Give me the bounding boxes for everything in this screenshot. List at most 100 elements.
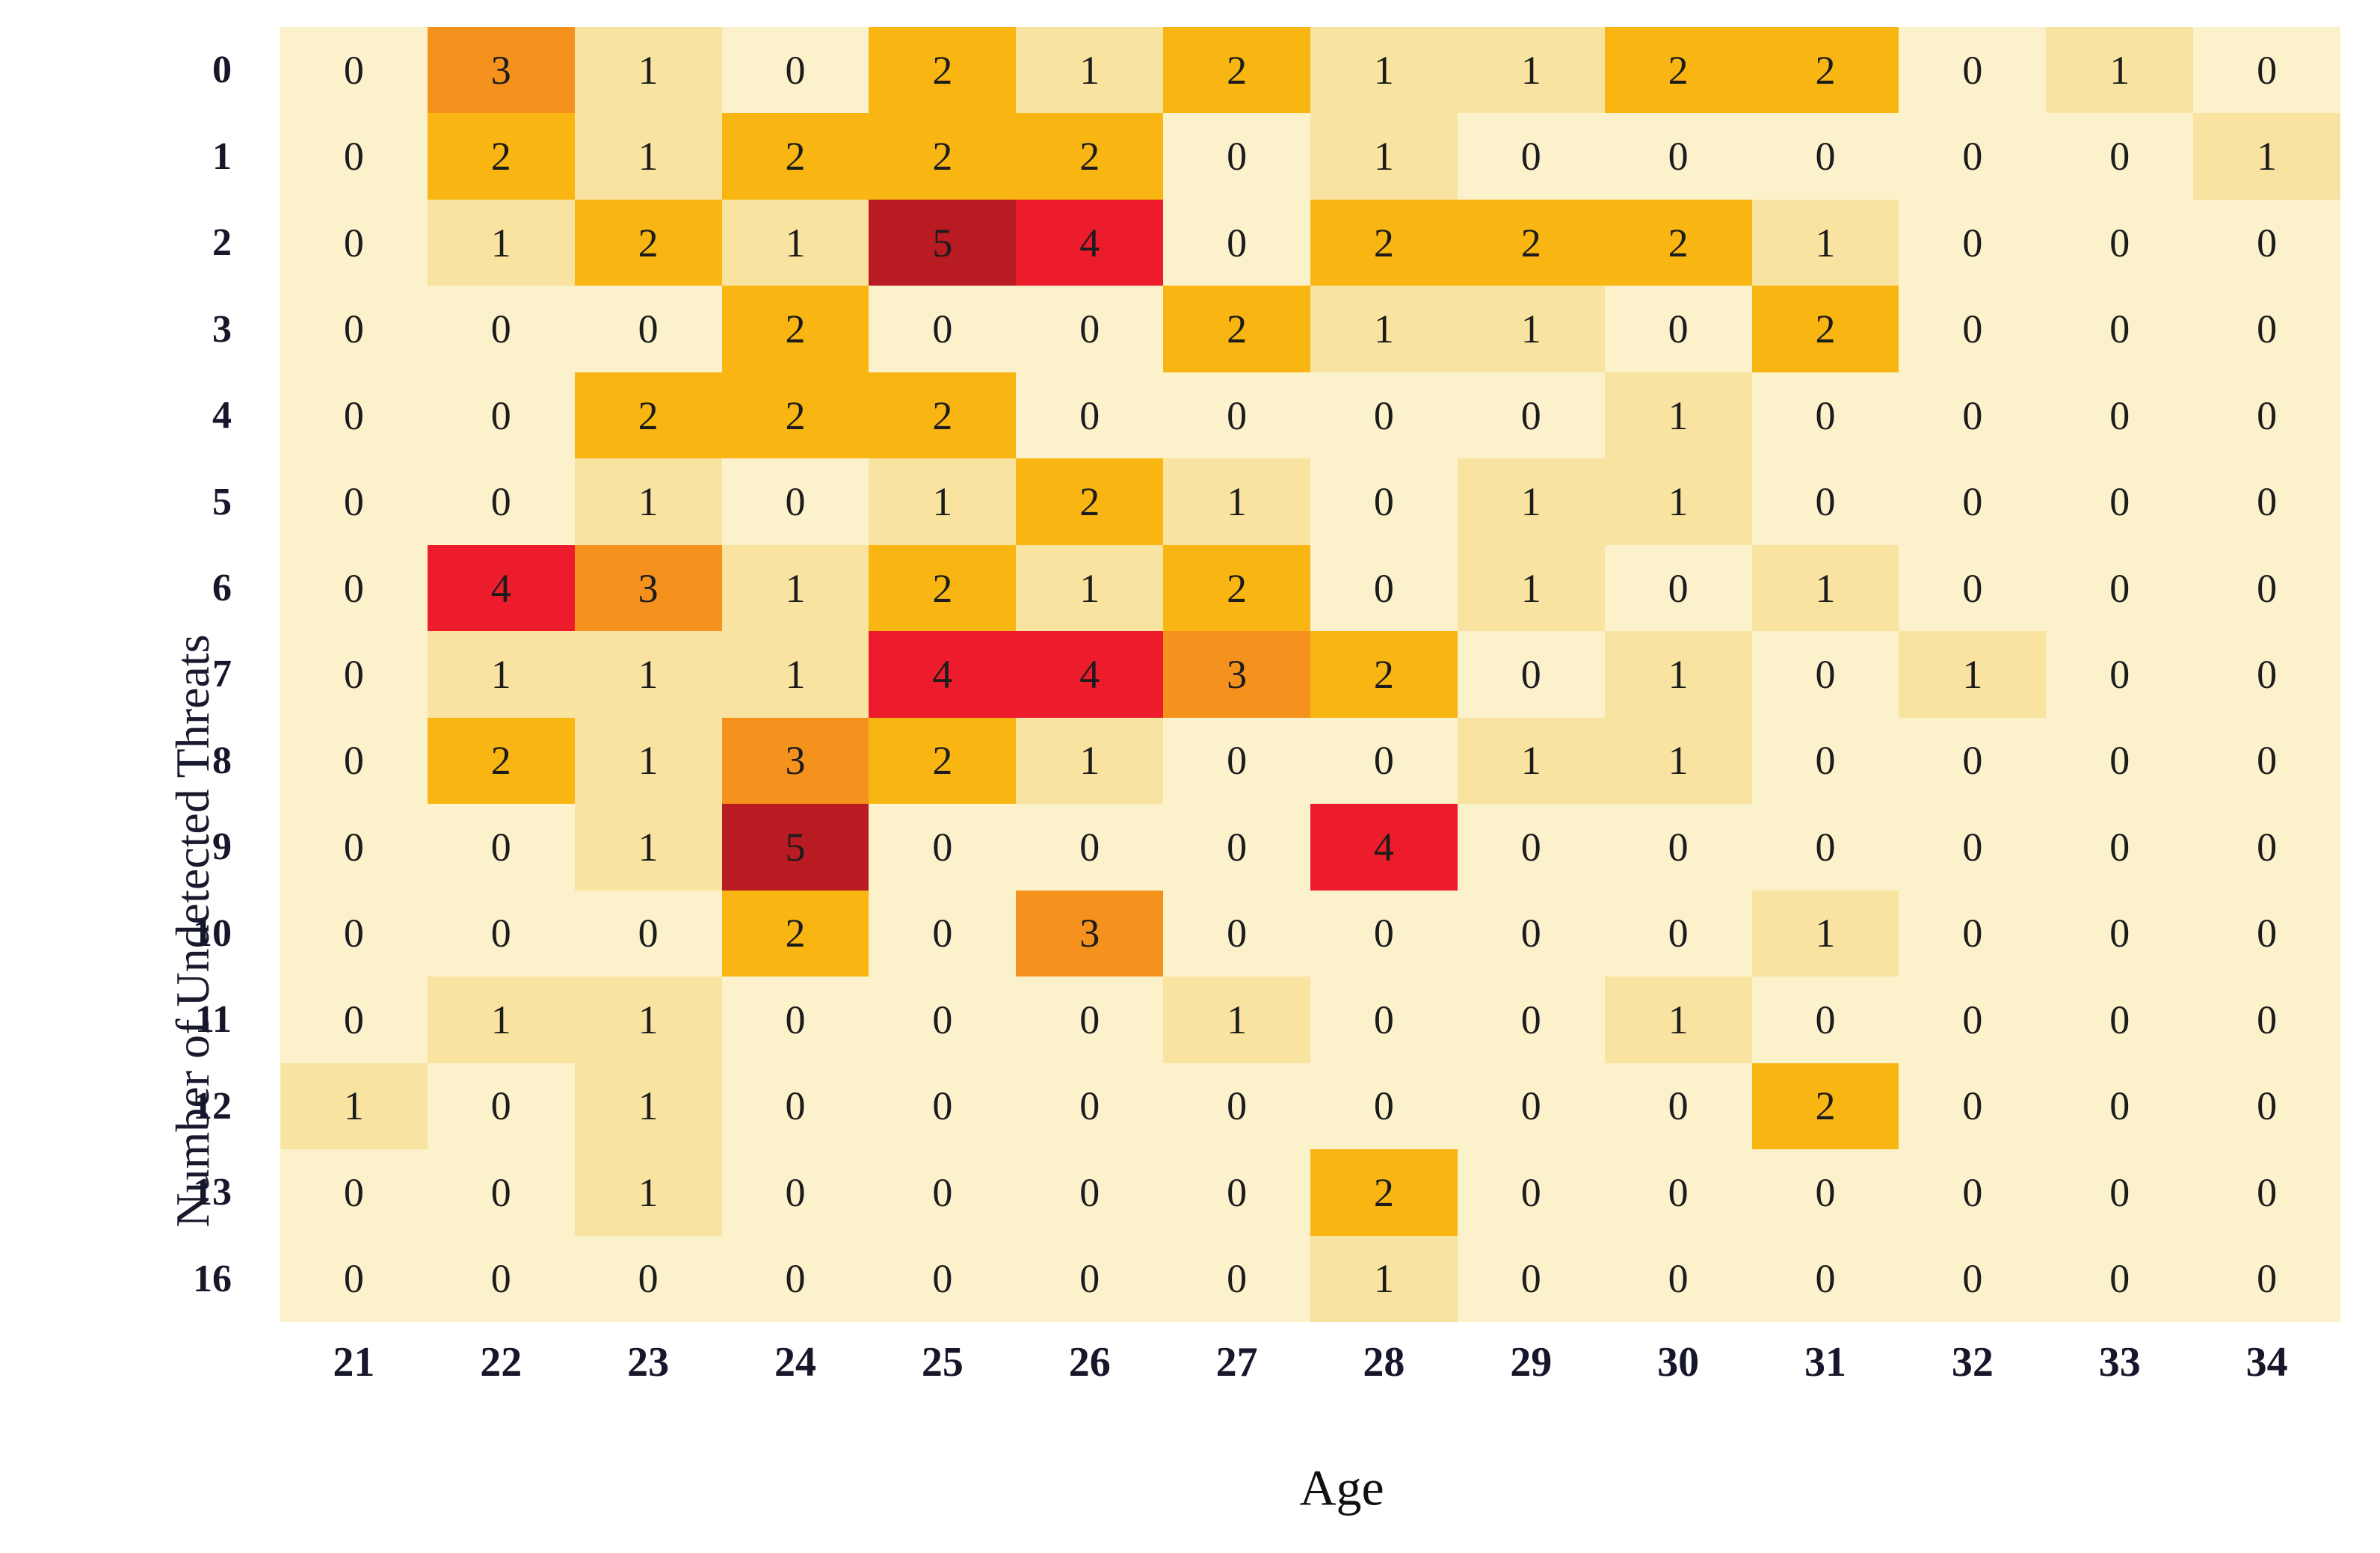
heatmap-cell-age21-threats12: 1 — [280, 1063, 428, 1150]
heatmap-cell-age29-threats3: 1 — [1457, 286, 1605, 372]
heatmap-cell-age31-threats8: 0 — [1751, 717, 1899, 805]
heatmap-cell-age22-threats8: 2 — [427, 717, 575, 805]
heatmap-cell-age34-threats4: 0 — [2193, 372, 2340, 459]
heatmap-cell-age30-threats5: 1 — [1604, 458, 1752, 545]
heatmap-cell-age32-threats2: 0 — [1899, 199, 2047, 286]
x-tick-label-30: 30 — [1657, 1339, 1700, 1386]
heatmap-cell-age29-threats1: 0 — [1457, 113, 1605, 200]
heatmap-cell-age27-threats7: 3 — [1163, 631, 1310, 718]
heatmap-cell-age23-threats7: 1 — [574, 631, 722, 718]
y-tick-label-5: 5 — [212, 480, 232, 523]
y-tick-label-1: 1 — [212, 135, 232, 178]
heatmap-cell-age33-threats13: 0 — [2046, 1149, 2194, 1236]
heatmap-cell-age24-threats3: 2 — [721, 286, 869, 372]
heatmap-cell-age24-threats6: 1 — [721, 544, 869, 632]
x-tick-label-25: 25 — [921, 1339, 964, 1386]
heatmap-cell-age33-threats1: 0 — [2046, 113, 2194, 200]
x-tick-label-26: 26 — [1068, 1339, 1111, 1386]
heatmap-cell-age27-threats9: 0 — [1163, 804, 1310, 891]
heatmap-cell-age34-threats6: 0 — [2193, 544, 2340, 632]
heatmap-cell-age22-threats0: 3 — [427, 27, 575, 114]
heatmap-cell-age33-threats16: 0 — [2046, 1235, 2194, 1322]
heatmap-cell-age29-threats16: 0 — [1457, 1235, 1605, 1322]
heatmap-cell-age21-threats3: 0 — [280, 286, 428, 372]
heatmap-cell-age25-threats4: 2 — [869, 372, 1017, 459]
y-tick-label-8: 8 — [212, 739, 232, 782]
heatmap-cell-age31-threats11: 0 — [1751, 977, 1899, 1063]
heatmap-cell-age30-threats0: 2 — [1604, 27, 1752, 114]
heatmap-cell-age27-threats1: 0 — [1163, 113, 1310, 200]
heatmap-cell-age25-threats0: 2 — [869, 27, 1017, 114]
heatmap-cell-age28-threats0: 1 — [1310, 27, 1458, 114]
heatmap-cell-age30-threats3: 0 — [1604, 286, 1752, 372]
heatmap-cell-age24-threats16: 0 — [721, 1235, 869, 1322]
heatmap-cell-age25-threats8: 2 — [869, 717, 1017, 805]
heatmap-cell-age32-threats1: 0 — [1899, 113, 2047, 200]
x-tick-label-31: 31 — [1804, 1339, 1846, 1386]
heatmap-cell-age23-threats3: 0 — [574, 286, 722, 372]
heatmap-cell-age23-threats16: 0 — [574, 1235, 722, 1322]
x-tick-label-21: 21 — [333, 1339, 375, 1386]
y-tick-label-13: 13 — [193, 1171, 232, 1214]
heatmap-cell-age25-threats13: 0 — [869, 1149, 1017, 1236]
heatmap-cell-age27-threats4: 0 — [1163, 372, 1310, 459]
heatmap-cell-age33-threats12: 0 — [2046, 1063, 2194, 1150]
heatmap-cell-age33-threats10: 0 — [2046, 890, 2194, 977]
heatmap-cell-age21-threats6: 0 — [280, 544, 428, 632]
heatmap-cell-age27-threats3: 2 — [1163, 286, 1310, 372]
heatmap-cell-age22-threats12: 0 — [427, 1063, 575, 1150]
heatmap-cell-age21-threats13: 0 — [280, 1149, 428, 1236]
heatmap-cell-age22-threats3: 0 — [427, 286, 575, 372]
heatmap-cell-age34-threats10: 0 — [2193, 890, 2340, 977]
heatmap-cell-age31-threats7: 0 — [1751, 631, 1899, 718]
heatmap-cell-age23-threats10: 0 — [574, 890, 722, 977]
heatmap-cell-age30-threats4: 1 — [1604, 372, 1752, 459]
heatmap-cell-age30-threats9: 0 — [1604, 804, 1752, 891]
heatmap-cell-age31-threats1: 0 — [1751, 113, 1899, 200]
heatmap-cell-age22-threats9: 0 — [427, 804, 575, 891]
heatmap-cell-age23-threats11: 1 — [574, 977, 722, 1063]
heatmap-cell-age31-threats9: 0 — [1751, 804, 1899, 891]
heatmap-cell-age32-threats16: 0 — [1899, 1235, 2047, 1322]
heatmap-cell-age26-threats5: 2 — [1016, 458, 1164, 545]
heatmap-cell-age24-threats9: 5 — [721, 804, 869, 891]
heatmap-cell-age23-threats1: 1 — [574, 113, 722, 200]
heatmap-cell-age25-threats5: 1 — [869, 458, 1017, 545]
heatmap-cell-age24-threats10: 2 — [721, 890, 869, 977]
heatmap-cell-age28-threats7: 2 — [1310, 631, 1458, 718]
heatmap-cell-age32-threats6: 0 — [1899, 544, 2047, 632]
y-tick-label-3: 3 — [212, 307, 232, 351]
heatmap-cell-age30-threats11: 1 — [1604, 977, 1752, 1063]
x-tick-label-28: 28 — [1363, 1339, 1405, 1386]
heatmap-cell-age29-threats2: 2 — [1457, 199, 1605, 286]
heatmap-cell-age33-threats6: 0 — [2046, 544, 2194, 632]
heatmap-cell-age34-threats9: 0 — [2193, 804, 2340, 891]
heatmap-cell-age31-threats5: 0 — [1751, 458, 1899, 545]
heatmap-cell-age27-threats11: 1 — [1163, 977, 1310, 1063]
heatmap-cell-age25-threats6: 2 — [869, 544, 1017, 632]
heatmap-cell-age21-threats5: 0 — [280, 458, 428, 545]
heatmap-cell-age34-threats2: 0 — [2193, 199, 2340, 286]
heatmap-cell-age21-threats7: 0 — [280, 631, 428, 718]
heatmap-cell-age32-threats5: 0 — [1899, 458, 2047, 545]
heatmap-cell-age25-threats9: 0 — [869, 804, 1017, 891]
heatmap-cell-age30-threats6: 0 — [1604, 544, 1752, 632]
y-tick-label-2: 2 — [212, 221, 232, 265]
heatmap-cell-age34-threats1: 1 — [2193, 113, 2340, 200]
y-tick-label-0: 0 — [212, 49, 232, 92]
heatmap-cell-age27-threats8: 0 — [1163, 717, 1310, 805]
heatmap-cell-age29-threats7: 0 — [1457, 631, 1605, 718]
heatmap-cell-age21-threats2: 0 — [280, 199, 428, 286]
heatmap-cell-age34-threats13: 0 — [2193, 1149, 2340, 1236]
heatmap-cell-age32-threats10: 0 — [1899, 890, 2047, 977]
heatmap-cell-age33-threats9: 0 — [2046, 804, 2194, 891]
heatmap-cell-age33-threats4: 0 — [2046, 372, 2194, 459]
heatmap-cell-age29-threats9: 0 — [1457, 804, 1605, 891]
x-tick-label-27: 27 — [1215, 1339, 1258, 1386]
heatmap-cell-age32-threats8: 0 — [1899, 717, 2047, 805]
heatmap-cell-age22-threats7: 1 — [427, 631, 575, 718]
heatmap-cell-age25-threats3: 0 — [869, 286, 1017, 372]
heatmap-cell-age27-threats6: 2 — [1163, 544, 1310, 632]
heatmap-cell-age33-threats2: 0 — [2046, 199, 2194, 286]
